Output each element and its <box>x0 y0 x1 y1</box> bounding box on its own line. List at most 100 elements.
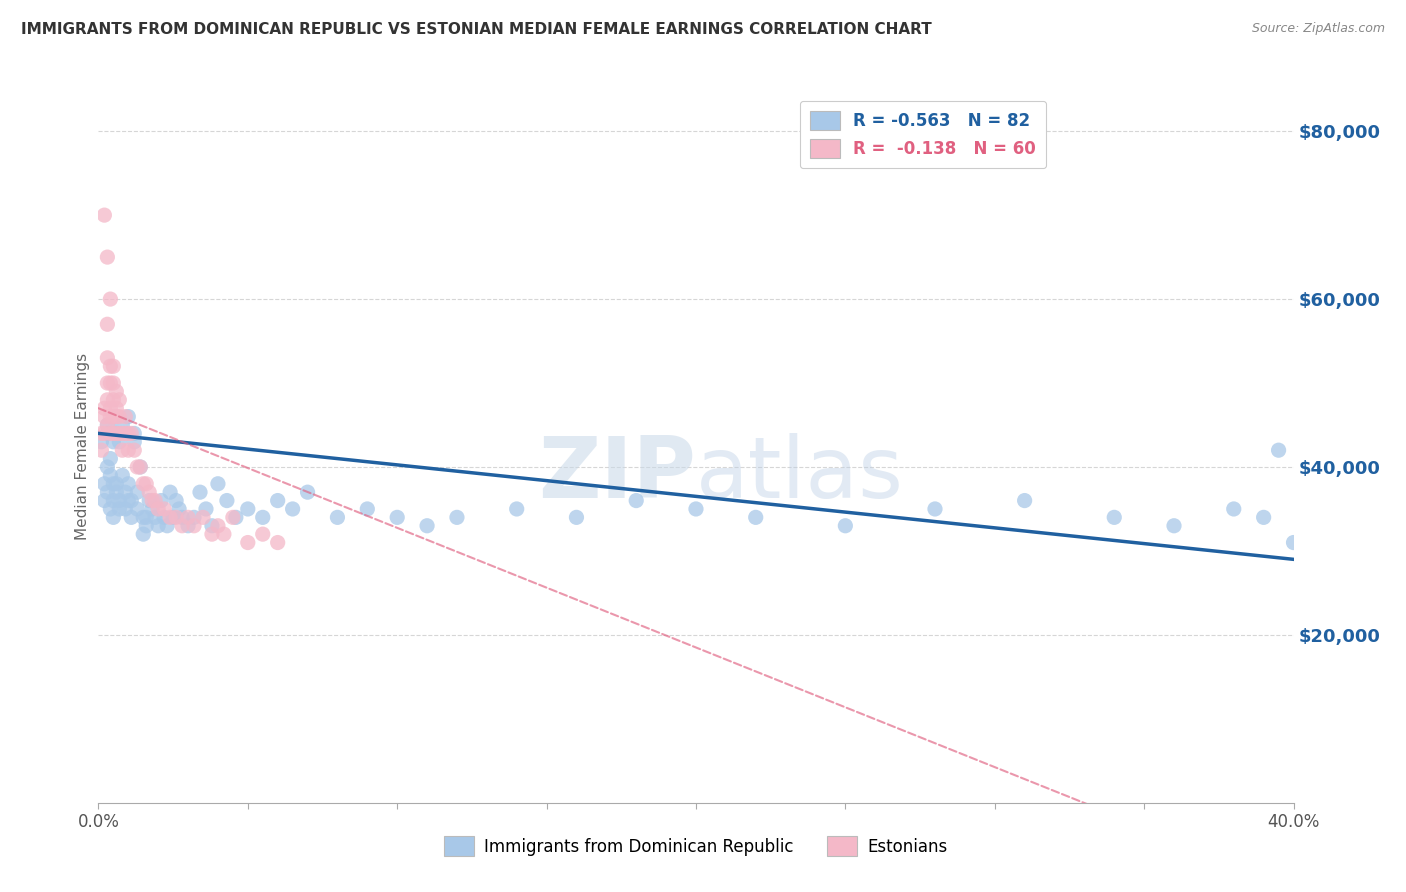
Point <box>141 502 163 516</box>
Point <box>1267 443 1289 458</box>
Point <box>103 476 125 491</box>
Point <box>96 417 118 432</box>
Point <box>159 510 181 524</box>
Point <box>117 426 139 441</box>
Point <box>93 493 115 508</box>
Point <box>159 485 181 500</box>
Text: ZIP: ZIP <box>538 433 696 516</box>
Point <box>120 426 142 441</box>
Point <box>129 460 152 475</box>
Point <box>195 502 218 516</box>
Point <box>745 510 768 524</box>
Point <box>96 318 118 332</box>
Point <box>177 510 200 524</box>
Point <box>105 426 128 441</box>
Point <box>326 510 349 524</box>
Point <box>127 502 149 516</box>
Point <box>252 527 274 541</box>
Point <box>188 485 211 500</box>
Point <box>191 510 214 524</box>
Point <box>103 493 125 508</box>
Point <box>1014 493 1036 508</box>
Point <box>135 476 157 491</box>
Point <box>124 443 146 458</box>
Point <box>222 510 245 524</box>
Point <box>215 493 238 508</box>
Point <box>446 510 468 524</box>
Point <box>1253 510 1275 524</box>
Point <box>138 493 160 508</box>
Point <box>281 502 304 516</box>
Point <box>141 493 163 508</box>
Point <box>117 443 139 458</box>
Point <box>834 518 856 533</box>
Point <box>685 502 707 516</box>
Point <box>135 510 157 524</box>
Point <box>1163 518 1185 533</box>
Point <box>167 502 190 516</box>
Point <box>153 510 176 524</box>
Point <box>924 502 946 516</box>
Point <box>385 510 409 524</box>
Point <box>96 485 118 500</box>
Point <box>108 426 131 441</box>
Point <box>267 493 290 508</box>
Point <box>156 518 179 533</box>
Point <box>103 426 125 441</box>
Point <box>183 510 205 524</box>
Point <box>98 502 122 516</box>
Point <box>201 527 224 541</box>
Point <box>98 451 122 466</box>
Point <box>103 510 125 524</box>
Point <box>98 409 122 424</box>
Point <box>148 518 170 533</box>
Point <box>105 426 128 441</box>
Point <box>98 359 122 374</box>
Point <box>90 434 112 449</box>
Point <box>103 434 125 449</box>
Point <box>172 510 194 524</box>
Point <box>212 527 235 541</box>
Point <box>93 409 115 424</box>
Point <box>120 493 142 508</box>
Point <box>117 493 139 508</box>
Point <box>98 401 122 416</box>
Point <box>108 493 131 508</box>
Point <box>103 392 125 407</box>
Point <box>1282 535 1305 549</box>
Point <box>207 476 229 491</box>
Point <box>108 392 131 407</box>
Point <box>626 493 648 508</box>
Point <box>108 434 131 449</box>
Point <box>127 460 149 475</box>
Point <box>143 493 166 508</box>
Point <box>165 493 187 508</box>
Point <box>183 518 205 533</box>
Point <box>356 502 378 516</box>
Point <box>93 476 115 491</box>
Point <box>108 409 131 424</box>
Point <box>148 502 170 516</box>
Point <box>267 535 290 549</box>
Point <box>93 426 115 441</box>
Point <box>98 292 122 306</box>
Point <box>138 485 160 500</box>
Point <box>117 409 139 424</box>
Point <box>96 392 118 407</box>
Point <box>1104 510 1126 524</box>
Point <box>565 510 588 524</box>
Point <box>105 476 128 491</box>
Point <box>236 502 259 516</box>
Point <box>177 518 200 533</box>
Point <box>120 510 142 524</box>
Text: IMMIGRANTS FROM DOMINICAN REPUBLIC VS ESTONIAN MEDIAN FEMALE EARNINGS CORRELATIO: IMMIGRANTS FROM DOMINICAN REPUBLIC VS ES… <box>21 22 932 37</box>
Point <box>93 401 115 416</box>
Point <box>103 409 125 424</box>
Point <box>124 434 146 449</box>
Point <box>135 518 157 533</box>
Point <box>108 502 131 516</box>
Point <box>165 510 187 524</box>
Point <box>129 460 152 475</box>
Point <box>98 468 122 483</box>
Text: Source: ZipAtlas.com: Source: ZipAtlas.com <box>1251 22 1385 36</box>
